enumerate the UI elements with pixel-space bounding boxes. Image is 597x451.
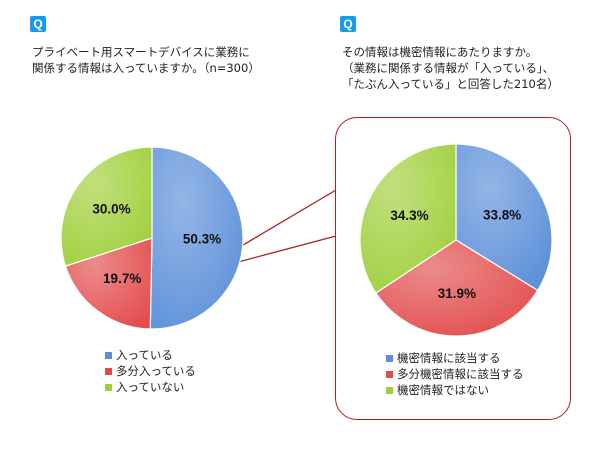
left-legend: 入っている 多分入っている 入っていない (105, 347, 196, 395)
right-question-line-3: 「たぶん入っている」と回答した210名） (342, 77, 559, 91)
right-legend-item: 機密情報に該当する (386, 350, 524, 366)
right-legend-label-3: 機密情報ではない (397, 383, 489, 397)
left-pie-slice-label-3: 30.0% (92, 202, 130, 217)
left-pie-slice-1 (149, 146, 244, 330)
left-legend-label-2: 多分入っている (116, 364, 196, 378)
left-legend-label-1: 入っている (116, 348, 173, 362)
left-pie-chart: 50.3% 19.7% 30.0% (60, 146, 244, 330)
right-question-line-1: その情報は機密情報にあたりますか。 (342, 45, 538, 59)
left-pie-slice-label-1: 50.3% (183, 231, 221, 246)
left-question-badge: Q (30, 16, 46, 32)
left-pie-slice-label-2: 19.7% (103, 271, 141, 286)
connector-line-bottom (237, 235, 337, 263)
right-pie-slice-2 (375, 239, 539, 337)
right-legend-label-1: 機密情報に該当する (397, 351, 501, 365)
left-question-line-2: 関係する情報は入っていますか。（n=300） (32, 61, 260, 75)
left-legend-label-3: 入っていない (116, 380, 185, 394)
right-legend-label-2: 多分機密情報に該当する (397, 367, 524, 381)
right-pie-slice-label-3: 34.3% (390, 208, 428, 223)
left-legend-swatch-3 (105, 383, 112, 391)
connector-line-top (237, 189, 337, 249)
left-question-line-1: プライベート用スマートデバイスに業務に (32, 45, 250, 59)
right-question-badge: Q (340, 16, 356, 32)
right-pie-chart: 33.8% 31.9% 34.3% (359, 143, 553, 337)
right-legend-swatch-1 (386, 354, 393, 362)
right-legend-item: 多分機密情報に該当する (386, 366, 524, 382)
left-legend-item: 入っている (105, 347, 196, 363)
right-question-text: その情報は機密情報にあたりますか。 （業務に関係する情報が「入っている」、 「た… (342, 44, 559, 92)
left-pie-slice-3 (60, 146, 153, 267)
right-legend: 機密情報に該当する 多分機密情報に該当する 機密情報ではない (386, 350, 524, 398)
right-pie-slice-1 (455, 143, 553, 292)
left-question-text: プライベート用スマートデバイスに業務に 関係する情報は入っていますか。（n=30… (32, 44, 260, 76)
left-legend-item: 多分入っている (105, 363, 196, 379)
left-legend-swatch-1 (105, 351, 112, 359)
right-pie-slice-label-2: 31.9% (438, 286, 476, 301)
left-legend-swatch-2 (105, 367, 112, 375)
right-legend-swatch-2 (386, 370, 393, 378)
right-pie-slice-label-1: 33.8% (483, 207, 521, 222)
left-pie-slice-2 (64, 237, 153, 330)
right-legend-item: 機密情報ではない (386, 382, 524, 398)
left-legend-item: 入っていない (105, 379, 196, 395)
right-pie-slice-3 (359, 143, 457, 294)
right-question-line-2: （業務に関係する情報が「入っている」、 (342, 61, 555, 75)
right-legend-swatch-3 (386, 386, 393, 394)
